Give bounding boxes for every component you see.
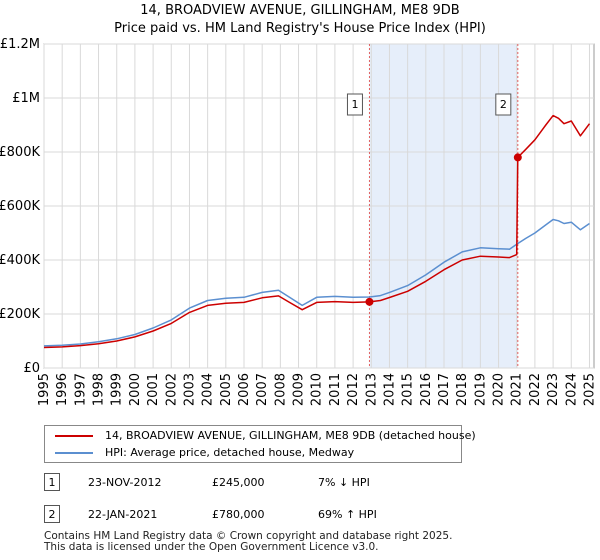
x-tick-label: 2014 [382,373,397,406]
price-chart: 14, BROADVIEW AVENUE, GILLINGHAM, ME8 9D… [0,3,597,406]
legend-hpi-swatch [55,452,93,454]
x-tick-label: 2024 [564,373,579,406]
chart-subtitle: Price paid vs. HM Land Registry's House … [114,21,486,36]
x-tick-label: 2011 [328,373,343,406]
x-tick-label: 2018 [455,373,470,406]
transaction-date: 23-NOV-2012 [88,476,162,489]
x-tick-label: 2010 [310,373,325,406]
y-tick-label: £800K [0,145,40,160]
x-tick-label: 2006 [237,373,252,406]
hpi-line [43,218,590,347]
x-tick-label: 1997 [73,373,88,406]
x-tick-label: 2025 [582,373,597,406]
y-tick-label: £1M [12,91,40,106]
x-tick-label: 2019 [473,373,488,406]
y-tick-label: £0 [23,361,40,376]
chart-legend: 14, BROADVIEW AVENUE, GILLINGHAM, ME8 9D… [44,425,476,463]
x-tick-label: 2004 [201,373,216,406]
x-tick-label: 2021 [510,373,525,406]
transaction-hpi: 69% ↑ HPI [318,508,377,521]
x-tick-label: 2017 [437,373,452,406]
x-tick-label: 1996 [55,373,70,406]
transaction-hpi: 7% ↓ HPI [318,476,370,489]
x-tick-label: 2000 [128,373,143,406]
legend-property-swatch [55,435,93,437]
x-tick-label: 2015 [401,373,416,406]
x-tick-label: 2012 [346,373,361,406]
x-tick-label: 1998 [92,373,107,406]
y-tick-label: £200K [0,307,40,322]
y-tick-label: £400K [0,253,40,268]
x-tick-label: 2022 [528,373,543,406]
x-tick-label: 2016 [419,373,434,406]
transaction-badge: 2 [44,505,60,523]
transaction-price: £245,000 [212,476,265,489]
chart-title: 14, BROADVIEW AVENUE, GILLINGHAM, ME8 9D… [140,3,459,18]
x-tick-label: 2013 [364,373,379,406]
x-tick-label: 2009 [292,373,307,406]
x-tick-label: 2003 [182,373,197,406]
y-tick-label: £1.2M [0,37,40,52]
footer-attribution: Contains HM Land Registry data © Crown c… [44,531,584,553]
x-tick-label: 2001 [146,373,161,406]
sale-point [365,297,374,306]
legend-property-label: 14, BROADVIEW AVENUE, GILLINGHAM, ME8 9D… [105,429,476,442]
x-tick-label: 2007 [255,373,270,406]
x-tick-label: 1999 [110,373,125,406]
transaction-price: £780,000 [212,508,265,521]
y-tick-label: £600K [0,199,40,214]
sale-number-box [495,93,512,116]
x-tick-label: 2008 [273,373,288,406]
x-tick-label: 2020 [492,373,507,406]
x-tick-label: 2023 [546,373,561,406]
transaction-badge: 1 [44,473,60,491]
x-tick-label: 1995 [37,373,52,406]
x-tick-label: 2002 [164,373,179,406]
sale-number-box [346,93,363,116]
sale-number-label: 2 [500,98,507,111]
transaction-date: 22-JAN-2021 [88,508,158,521]
footer-line-licence: This data is licensed under the Open Gov… [44,541,379,553]
sale-number-label: 1 [351,98,358,111]
footer-line-copyright: Contains HM Land Registry data © Crown c… [44,530,453,542]
legend-hpi-label: HPI: Average price, detached house, Medw… [105,446,355,459]
x-tick-label: 2005 [219,373,234,406]
property-price-line [43,114,591,349]
sale-point [513,153,522,162]
